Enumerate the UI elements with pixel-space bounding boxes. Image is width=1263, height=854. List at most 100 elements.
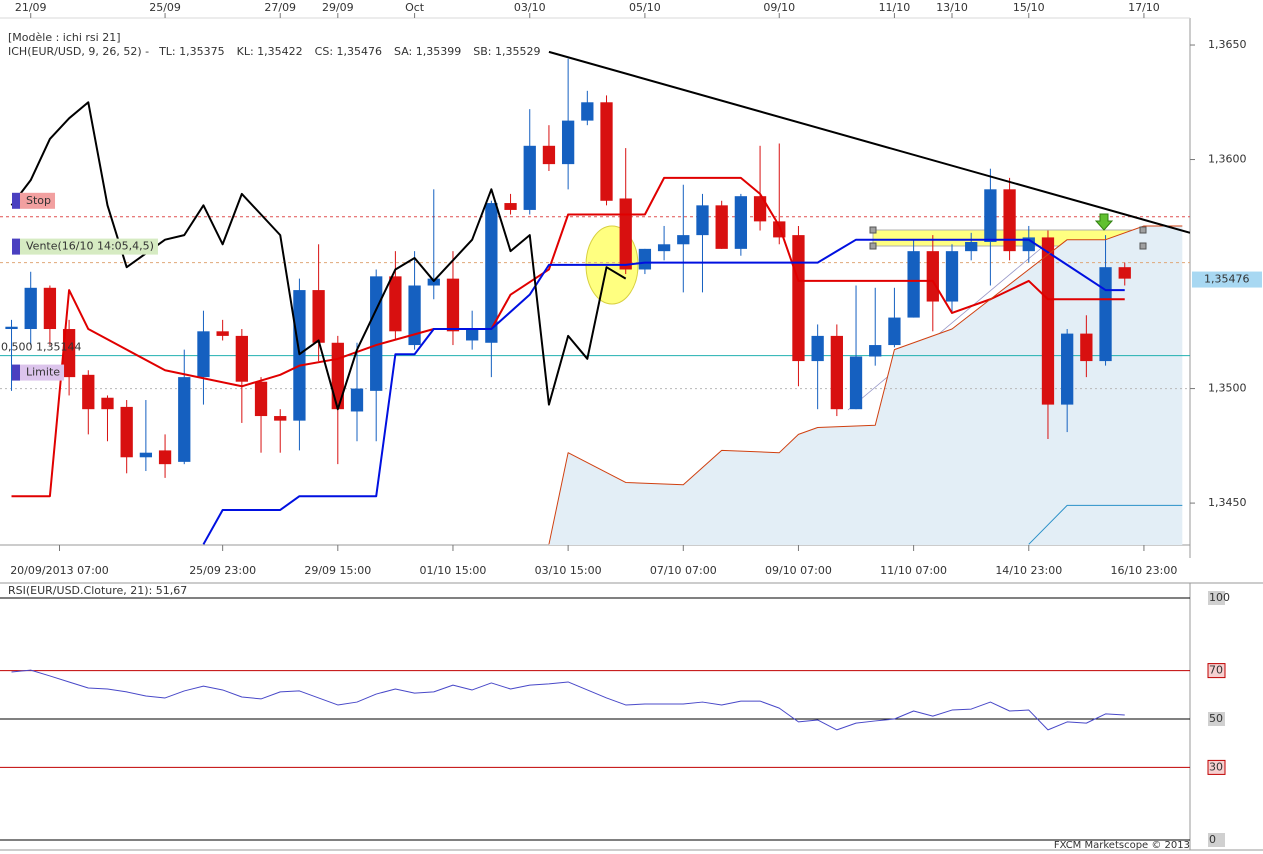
top-x-tick-label: 21/09 bbox=[15, 1, 47, 14]
candle-body bbox=[485, 203, 498, 343]
sell-arrow bbox=[1094, 213, 1114, 231]
template-label: [Modèle : ichi rsi 21] bbox=[8, 31, 121, 44]
y-tick-label: 1,3450 bbox=[1208, 496, 1247, 509]
candle-body bbox=[254, 381, 268, 417]
rsi-tick-box bbox=[1207, 759, 1226, 775]
handle[interactable] bbox=[1139, 242, 1147, 250]
order-label: Limite bbox=[26, 366, 60, 379]
candle-body bbox=[926, 251, 939, 302]
top-x-tick-label: 09/10 bbox=[763, 1, 795, 14]
order-label: 0,500 1,35144 bbox=[1, 341, 81, 354]
x-tick-label: 16/10 23:00 bbox=[1110, 564, 1177, 577]
indicator-line bbox=[11, 669, 1125, 731]
order-marker bbox=[12, 192, 20, 209]
candle-body bbox=[43, 287, 57, 330]
candle-body bbox=[370, 276, 383, 391]
indicator-line bbox=[10, 101, 627, 411]
top-x-tick-label: 25/09 bbox=[149, 1, 181, 14]
indicator-layer bbox=[548, 225, 1183, 545]
order-label-box bbox=[20, 364, 65, 381]
y-tick-label: 1,3650 bbox=[1208, 38, 1247, 51]
candle-body bbox=[274, 416, 287, 421]
candle-body bbox=[945, 251, 959, 302]
top-x-tick-label: 03/10 bbox=[514, 1, 546, 14]
legend-entry: SB: 1,35529 bbox=[473, 45, 540, 58]
y-tick-label: 1,3500 bbox=[1208, 382, 1247, 395]
candle-body bbox=[101, 397, 114, 410]
drawing-line bbox=[847, 244, 1046, 411]
candle-body bbox=[350, 388, 364, 412]
rsi-tick-box bbox=[1208, 833, 1225, 847]
x-tick-label: 03/10 15:00 bbox=[535, 564, 602, 577]
x-tick-label: 01/10 15:00 bbox=[420, 564, 487, 577]
candle-body bbox=[24, 287, 37, 330]
last-price-label: 1,35476 bbox=[1204, 273, 1250, 286]
rsi-tick-label: 30 bbox=[1209, 760, 1223, 773]
order-label: Vente(16/10 14:05,4,5) bbox=[26, 240, 154, 253]
candle-body bbox=[158, 450, 172, 465]
candle-body bbox=[62, 329, 76, 378]
candle-body bbox=[677, 235, 690, 245]
indicator-line bbox=[1028, 504, 1183, 545]
handle[interactable] bbox=[869, 226, 877, 234]
x-tick-label: 14/10 23:00 bbox=[995, 564, 1062, 577]
candle-body bbox=[734, 196, 748, 249]
candle-body bbox=[504, 203, 517, 210]
rsi-tick-label: 70 bbox=[1209, 664, 1223, 677]
candle-body bbox=[331, 342, 344, 410]
handle[interactable] bbox=[1139, 226, 1147, 234]
indicator-line bbox=[11, 176, 1125, 498]
indicator-title: ICH(EUR/USD, 9, 26, 52) - bbox=[8, 45, 149, 58]
candle-body bbox=[216, 331, 229, 336]
trendline bbox=[548, 50, 1190, 234]
rsi-tick-label: 50 bbox=[1209, 712, 1223, 725]
rsi-tick-box bbox=[1208, 591, 1225, 605]
candle-body bbox=[1080, 333, 1093, 362]
candle-body bbox=[696, 205, 709, 236]
candle-body bbox=[408, 285, 421, 346]
candle-body bbox=[523, 145, 536, 210]
top-x-tick-label: 17/10 bbox=[1128, 1, 1160, 14]
rsi-tick-label: 0 bbox=[1209, 833, 1216, 846]
candle-body bbox=[1099, 267, 1112, 362]
candle-body bbox=[197, 331, 210, 378]
y-tick-label: 1,3600 bbox=[1208, 153, 1247, 166]
candle-body bbox=[600, 102, 613, 201]
top-x-tick-label: Oct bbox=[405, 1, 425, 14]
rsi-title: RSI(EUR/USD.Cloture, 21): 51,67 bbox=[8, 584, 187, 597]
legend-entry: KL: 1,35422 bbox=[237, 45, 303, 58]
footer: FXCM Marketscope © 2013 bbox=[1054, 840, 1190, 851]
candle-body bbox=[638, 248, 652, 270]
rsi-tick-label: 100 bbox=[1209, 591, 1230, 604]
candle-body bbox=[907, 251, 920, 318]
x-tick-label: 07/10 07:00 bbox=[650, 564, 717, 577]
candle-body bbox=[5, 326, 18, 330]
candle-body bbox=[965, 241, 978, 252]
candle-body bbox=[984, 189, 997, 242]
candle-body bbox=[773, 221, 786, 238]
x-tick-label: 25/09 23:00 bbox=[189, 564, 256, 577]
order-marker bbox=[12, 364, 20, 381]
legend-entry: TL: 1,35375 bbox=[158, 45, 225, 58]
candle-body bbox=[1061, 333, 1074, 405]
x-tick-label: 09/10 07:00 bbox=[765, 564, 832, 577]
candle-body bbox=[561, 120, 575, 165]
top-x-tick-label: 29/09 bbox=[322, 1, 354, 14]
x-tick-label: 11/10 07:00 bbox=[880, 564, 947, 577]
indicator-line bbox=[548, 225, 1183, 545]
candle-body bbox=[849, 356, 863, 410]
candle-body bbox=[466, 329, 479, 341]
candle-body bbox=[542, 145, 556, 165]
candle-body bbox=[888, 317, 901, 346]
candle-body bbox=[82, 374, 95, 410]
candle-body bbox=[389, 276, 402, 332]
candle-body bbox=[427, 278, 440, 286]
rsi-lines bbox=[11, 669, 1125, 731]
handle[interactable] bbox=[869, 242, 877, 250]
candle-body bbox=[869, 345, 882, 357]
top-x-tick-label: 11/10 bbox=[879, 1, 911, 14]
candle-body bbox=[715, 205, 728, 249]
candle-body bbox=[178, 377, 191, 462]
candle-body bbox=[1118, 267, 1131, 279]
